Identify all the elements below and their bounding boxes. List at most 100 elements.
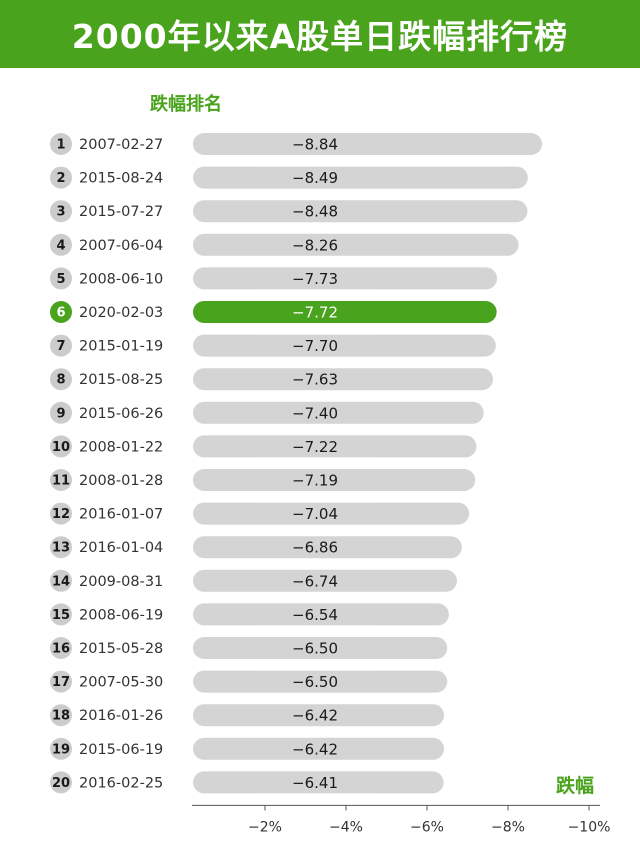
rank-circle xyxy=(50,200,72,223)
rank-circle xyxy=(50,536,72,559)
rank-circle xyxy=(50,166,72,189)
header-banner: 2000年以来A股单日跌幅排行榜 xyxy=(0,0,640,68)
bar xyxy=(193,536,462,559)
value-label: −7.70 xyxy=(292,337,338,355)
rank-number: 3 xyxy=(56,205,65,220)
date-label: 2007-02-27 xyxy=(79,137,163,153)
rank-circle xyxy=(50,133,72,155)
rank-number: 4 xyxy=(56,238,65,253)
rank-number: 10 xyxy=(52,440,70,455)
date-label: 2009-08-31 xyxy=(79,574,163,590)
bar xyxy=(193,166,528,189)
rank-number: 15 xyxy=(52,608,70,623)
rank-circle xyxy=(50,435,72,458)
bar xyxy=(193,401,484,424)
rank-circle xyxy=(50,771,72,794)
bar xyxy=(193,737,445,760)
rank-number: 11 xyxy=(52,474,70,489)
date-label: 2015-06-26 xyxy=(79,406,163,422)
value-label: −7.72 xyxy=(292,304,338,322)
x-tick-label: −6% xyxy=(410,819,444,835)
value-label: −7.40 xyxy=(292,404,338,422)
bar xyxy=(193,469,476,491)
x-tick-label: −10% xyxy=(568,819,611,835)
rank-circle xyxy=(50,401,72,424)
rank-circle xyxy=(50,603,72,626)
x-tick-label: −8% xyxy=(491,819,525,835)
value-label: −8.26 xyxy=(292,236,338,254)
date-label: 2015-01-19 xyxy=(79,339,163,355)
date-label: 2016-01-26 xyxy=(79,708,163,724)
date-label: 2020-02-03 xyxy=(79,305,163,321)
bar xyxy=(193,771,444,794)
bar xyxy=(193,133,543,155)
date-label: 2015-07-27 xyxy=(79,204,163,220)
rank-number: 17 xyxy=(52,675,70,690)
rank-circle xyxy=(50,301,72,323)
rank-number: 13 xyxy=(52,541,70,556)
date-label: 2016-02-25 xyxy=(79,775,163,791)
rank-number: 18 xyxy=(52,709,70,724)
rank-number: 1 xyxy=(56,138,65,153)
date-label: 2015-06-19 xyxy=(79,742,163,758)
value-label: −6.41 xyxy=(292,774,338,792)
value-label: −8.49 xyxy=(292,169,338,187)
rank-number: 2 xyxy=(56,171,65,186)
rank-circle xyxy=(50,637,72,659)
rank-circle xyxy=(50,267,72,290)
value-label: −6.42 xyxy=(292,740,338,758)
bar xyxy=(193,233,519,256)
bar xyxy=(193,301,497,323)
rank-circle xyxy=(50,502,72,525)
rank-circle xyxy=(50,469,72,491)
value-label: −6.54 xyxy=(292,606,338,624)
bar xyxy=(193,435,477,458)
value-label: −7.22 xyxy=(292,438,338,456)
value-label: −8.48 xyxy=(292,203,338,221)
value-label: −7.19 xyxy=(292,472,338,490)
bar xyxy=(193,334,496,357)
rank-number: 5 xyxy=(56,272,65,287)
x-axis-title: 跌幅 xyxy=(556,774,594,797)
rank-number: 20 xyxy=(52,776,70,791)
rank-circle xyxy=(50,704,72,727)
rank-number: 19 xyxy=(52,742,70,757)
date-label: 2016-01-07 xyxy=(79,507,163,523)
rank-circle xyxy=(50,737,72,760)
bar xyxy=(193,637,448,659)
bar xyxy=(193,569,457,592)
value-label: −6.86 xyxy=(292,539,338,557)
value-label: −7.04 xyxy=(292,505,338,523)
rank-circle xyxy=(50,334,72,357)
rank-number: 16 xyxy=(52,642,70,657)
value-label: −8.84 xyxy=(292,136,338,154)
bar xyxy=(193,267,498,290)
date-label: 2008-01-28 xyxy=(79,473,163,489)
x-axis: −2% −4% −6% −8% −10% xyxy=(192,804,611,835)
value-label: −6.42 xyxy=(292,707,338,725)
rank-circle xyxy=(50,670,72,693)
date-label: 2015-05-28 xyxy=(79,641,163,657)
value-label: −6.50 xyxy=(292,640,338,658)
rank-number: 7 xyxy=(56,339,65,354)
rank-number: 6 xyxy=(56,306,65,321)
rank-number: 9 xyxy=(56,406,65,421)
rank-number: 14 xyxy=(52,574,70,589)
x-tick-label: −4% xyxy=(329,819,363,835)
bar-rows: 1 2007-02-27 −8.84 2 2015-08-24 −8.49 3 2015-07… xyxy=(50,133,543,794)
x-tick-label: −2% xyxy=(248,819,282,835)
rank-circle xyxy=(50,368,72,391)
rank-circle xyxy=(50,569,72,592)
y-axis-title: 跌幅排名 xyxy=(150,93,222,115)
date-label: 2008-06-19 xyxy=(79,607,163,623)
bar xyxy=(193,368,494,391)
value-label: −6.74 xyxy=(292,572,338,590)
rank-circle xyxy=(50,233,72,256)
chart-area: 跌幅排名 跌幅 1 2007-02-27 −8.84 2 2015-08-24 −8.49… xyxy=(0,68,640,842)
bar xyxy=(193,704,445,727)
date-label: 2007-06-04 xyxy=(79,238,163,254)
bar xyxy=(193,200,528,223)
rank-number: 8 xyxy=(56,373,65,388)
date-label: 2008-06-10 xyxy=(79,271,163,287)
bar xyxy=(193,502,470,525)
